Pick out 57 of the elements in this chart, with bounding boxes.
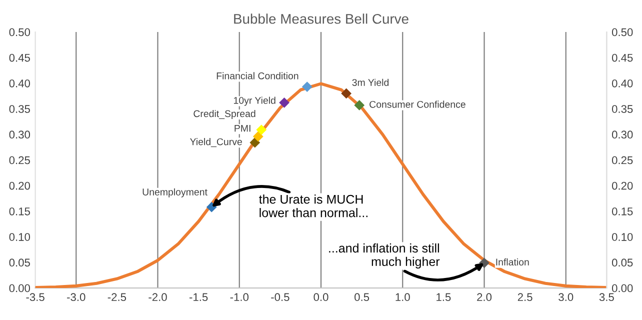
x-tick-label: 3.0 (558, 293, 574, 302)
point (341, 88, 352, 99)
x-tick-label: -3.0 (67, 293, 86, 302)
y-tick-label: 0.40 (9, 79, 30, 88)
point (256, 124, 267, 135)
series-label: 10yr Yield (234, 96, 276, 106)
x-tick-label: -2.5 (108, 293, 126, 302)
y-tick-label: 0.10 (9, 233, 30, 241)
x-tick-label: 2.0 (477, 293, 492, 302)
series-label: Credit_Spread (194, 110, 256, 120)
x-tick-label: -0.5 (271, 293, 290, 302)
x-tick-label: -2.0 (148, 293, 167, 302)
y-tick-label: 0.45 (9, 54, 30, 62)
x-tick-label: -3.5 (26, 293, 44, 302)
x-tick-label: -1.0 (230, 293, 249, 302)
x-tick-label: 1.0 (396, 293, 410, 302)
x-tick-label: 0.0 (314, 293, 328, 302)
y2-tick-label: 0.45 (612, 54, 633, 62)
point (252, 131, 264, 142)
annotation: the Urate is MUCH lower than normal... (259, 194, 368, 218)
y-tick-label: 0.25 (9, 156, 30, 164)
y2-tick-label: 0.00 (612, 284, 633, 292)
point (250, 137, 260, 148)
point (354, 100, 365, 110)
y-tick-label: 0.35 (9, 105, 30, 113)
chart-title: Bubble Measures Bell Curve (234, 14, 408, 24)
series-label: Inflation (496, 258, 529, 266)
y2-tick-label: 0.20 (612, 182, 633, 190)
series-label: 3m Yield (352, 78, 389, 86)
y-tick-label: 0.30 (9, 130, 30, 139)
series-label: Unemployment (142, 188, 208, 198)
series-label: PMI (234, 124, 250, 132)
y-tick-label: 0.15 (9, 207, 30, 216)
y2-tick-label: 0.30 (612, 130, 633, 139)
x-tick-label: 3.5 (599, 293, 614, 302)
y2-tick-label: 0.05 (612, 258, 633, 267)
x-tick-label: -1.5 (189, 293, 208, 302)
y2-tick-label: 0.10 (612, 233, 633, 241)
y-tick-label: 0.00 (9, 284, 30, 292)
y-tick-label: 0.50 (9, 28, 30, 36)
y2-tick-label: 0.25 (612, 156, 633, 164)
x-tick-label: 0.5 (354, 293, 370, 302)
series-label: Financial Condition (216, 72, 298, 80)
point (279, 97, 290, 108)
annotation: ...and inflation is still much higher (329, 243, 440, 269)
y2-tick-label: 0.35 (612, 105, 633, 113)
series-label: Yield_Curve (190, 138, 242, 148)
point (302, 82, 312, 92)
x-tick-label: 1.5 (436, 293, 451, 302)
series-label: Consumer Confidence (370, 100, 466, 108)
y2-tick-label: 0.15 (612, 207, 633, 216)
y-tick-label: 0.05 (9, 258, 30, 267)
x-tick-label: 2.5 (518, 293, 532, 302)
y2-tick-label: 0.50 (612, 28, 633, 36)
y2-tick-label: 0.40 (612, 79, 633, 88)
point (479, 258, 490, 268)
y-tick-label: 0.20 (9, 182, 30, 190)
